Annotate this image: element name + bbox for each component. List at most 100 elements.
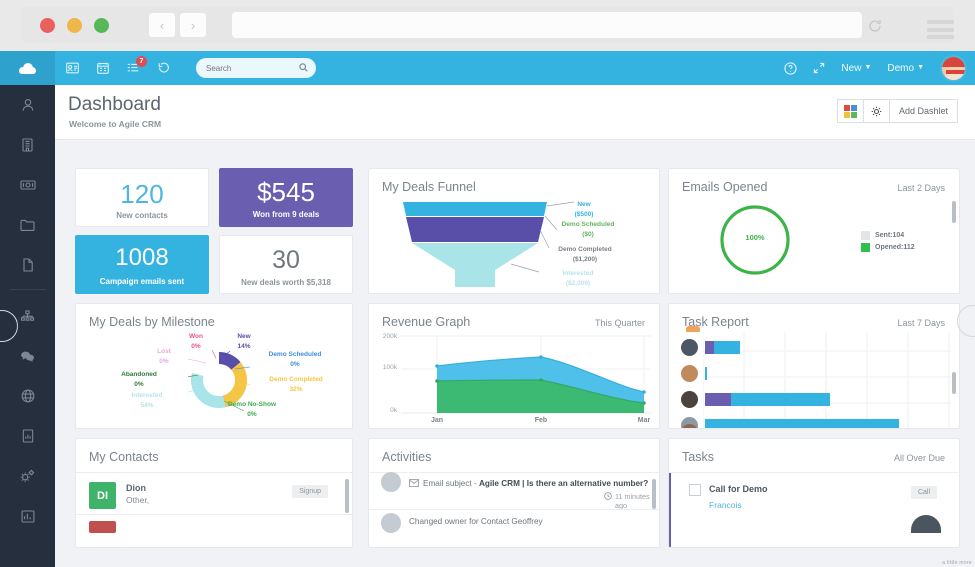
sitemap-icon (20, 309, 35, 321)
help-circle-icon[interactable] (784, 61, 798, 75)
kpi-value: 120 (120, 179, 164, 209)
kpi-won-deals[interactable]: $545 Won from 9 deals (219, 168, 353, 227)
divider (76, 472, 352, 473)
contacts-icon[interactable] (66, 62, 79, 74)
task-report-row[interactable] (681, 386, 830, 412)
avatar (681, 416, 698, 428)
contact-initials: DI (89, 482, 116, 509)
sidebar-item-web[interactable] (0, 376, 55, 416)
history-icon[interactable] (158, 62, 170, 74)
sidebar-item-documents[interactable] (0, 245, 55, 285)
header-actions[interactable]: Add Dashlet (836, 99, 958, 123)
task-report-bars (705, 340, 740, 354)
avatar (681, 390, 698, 408)
panel-scrollbar[interactable] (652, 479, 656, 509)
panel-title: My Contacts (89, 450, 159, 464)
dashboard-settings-button[interactable] (862, 99, 890, 123)
search-input[interactable] (206, 58, 294, 78)
page-title: Dashboard (68, 94, 161, 115)
divider (369, 509, 659, 510)
sidebar-item-reports[interactable] (0, 416, 55, 456)
task-person[interactable]: Francois (709, 500, 742, 510)
maximize-window-button[interactable] (94, 18, 109, 33)
building-icon (22, 138, 33, 152)
hamburger-icon[interactable] (927, 20, 954, 39)
avatar[interactable] (940, 54, 967, 82)
panel-title: Tasks (682, 450, 714, 464)
topbar-right-group[interactable]: New ▼ Demo ▼ (784, 51, 967, 85)
panel-my-contacts: My Contacts DI Dion Other, Signup (75, 438, 353, 548)
milestone-label-interested: Interested 54% (131, 392, 163, 410)
back-button[interactable]: ‹ (149, 13, 175, 37)
search-icon (299, 63, 308, 72)
kpi-label: New contacts (116, 211, 168, 220)
account-menu[interactable]: Demo ▼ (887, 63, 924, 74)
panel-title: Emails Opened (682, 180, 768, 194)
sidebar-item-analytics[interactable] (0, 496, 55, 536)
app-topbar: 7 New▼ De (0, 51, 975, 85)
panel-tasks: Tasks All Over Due Call for Demo Francoi… (668, 438, 960, 548)
task-report-row[interactable] (681, 334, 740, 360)
sidebar-item-social[interactable] (0, 336, 55, 376)
kpi-new-contacts[interactable]: 120 New contacts (75, 168, 209, 227)
activity-text: Email subject - Agile CRM | Is there an … (423, 479, 649, 488)
new-menu[interactable]: New ▼ (841, 63, 871, 74)
reload-icon[interactable] (867, 18, 883, 34)
revenue-area-chart (401, 334, 651, 416)
task-report-row[interactable] (681, 360, 707, 386)
task-report-row[interactable] (681, 412, 899, 428)
sidebar-item-settings[interactable] (0, 456, 55, 496)
sidebar-item-contacts[interactable] (0, 85, 55, 125)
milestone-donut-chart (188, 349, 250, 411)
contact-name[interactable]: Dion (126, 483, 146, 493)
chrome-toolbar: ‹ › (22, 7, 954, 43)
topnav-icon-group[interactable]: 7 (66, 51, 170, 85)
tasks-icon[interactable]: 7 (127, 56, 147, 74)
milestone-label-demo-completed: Demo Completed 32% (269, 376, 323, 394)
task-report-bars (705, 366, 707, 380)
panel-title: Activities (382, 450, 432, 464)
sidebar-item-companies[interactable] (0, 125, 55, 165)
divider (369, 472, 659, 473)
kpi-value: 30 (272, 246, 300, 274)
expand-icon[interactable] (813, 62, 825, 74)
close-window-button[interactable] (40, 18, 55, 33)
tasks-badge: 7 (136, 56, 147, 67)
y-tick-0k: 0k (390, 407, 397, 414)
kpi-campaign-emails[interactable]: 1008 Campaign emails sent (75, 235, 209, 294)
window-controls[interactable] (40, 18, 109, 33)
activity-time: 11 minutes ago (615, 492, 650, 510)
panel-task-report: Task Report Last 7 Days (668, 303, 960, 429)
panel-range: All Over Due (893, 453, 945, 463)
global-search[interactable] (196, 58, 316, 78)
chat-icon (21, 351, 34, 362)
nav-buttons[interactable]: ‹ › (149, 13, 206, 37)
minimize-window-button[interactable] (67, 18, 82, 33)
sidebar-item-deals[interactable] (0, 165, 55, 205)
task-checkbox[interactable] (689, 484, 701, 496)
url-bar[interactable] (232, 12, 862, 38)
funnel-stage-demo-completed (406, 217, 544, 242)
bar-chart-icon (21, 509, 34, 523)
gears-icon (20, 469, 35, 482)
panel-scrollbar[interactable] (345, 479, 349, 513)
panel-deals-funnel: My Deals Funnel New ($500) Demo Scheduled… (368, 168, 660, 294)
panel-scrollbar[interactable] (952, 372, 956, 394)
browser-chrome: ‹ › (0, 0, 975, 48)
avatar (681, 338, 698, 356)
legend-item-opened: Opened:112 (861, 243, 915, 252)
kpi-new-deals[interactable]: 30 New deals worth $5,318 (219, 235, 353, 294)
panel-title: Task Report (682, 315, 749, 329)
brand-logo[interactable] (0, 51, 55, 85)
sidebar-item-cases[interactable] (0, 205, 55, 245)
panel-scrollbar[interactable] (952, 201, 956, 223)
forward-button[interactable]: › (180, 13, 206, 37)
widget-button[interactable] (836, 99, 864, 123)
add-dashlet-button[interactable]: Add Dashlet (888, 99, 958, 123)
envelope-icon (409, 479, 419, 487)
calendar-icon[interactable] (97, 62, 109, 74)
task-title[interactable]: Call for Demo (709, 484, 768, 494)
funnel-stage-new (403, 202, 547, 216)
kpi-value: $545 (257, 177, 315, 207)
sidebar-item-campaigns[interactable] (0, 296, 55, 336)
